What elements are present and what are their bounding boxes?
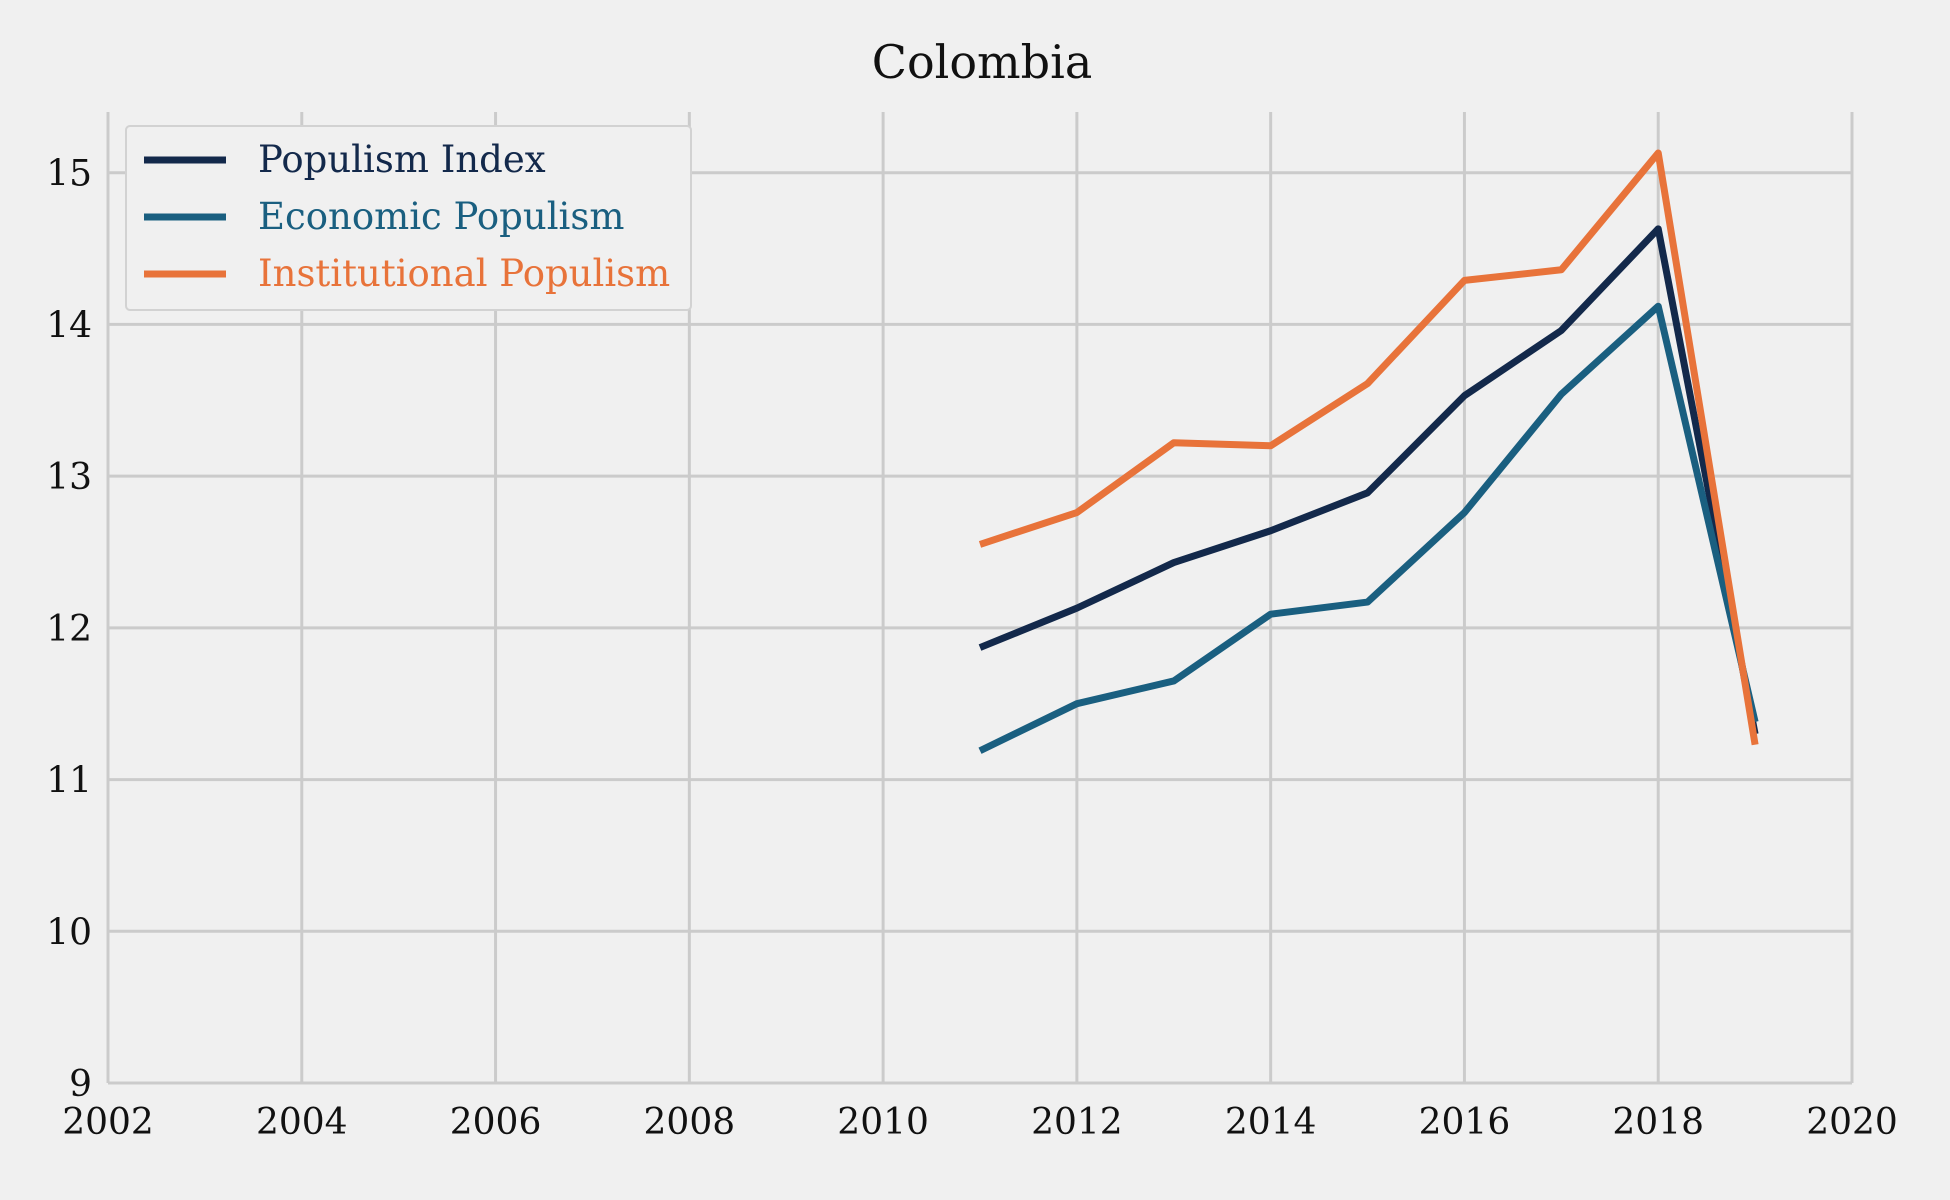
- x-tick-label: 2016: [1419, 1102, 1511, 1143]
- x-tick-label: 2020: [1806, 1102, 1898, 1143]
- x-tick-label: 2018: [1612, 1102, 1704, 1143]
- x-tick-label: 2014: [1225, 1102, 1317, 1143]
- chart-title: Colombia: [872, 35, 1093, 89]
- axis-tick-labels: 2002 2004 2006 2008 2010 2012 2014 2016 2018 2020…: [46, 154, 1898, 1143]
- y-tick-label: 15: [46, 154, 92, 195]
- legend-label: Populism Index: [258, 138, 546, 181]
- y-tick-label: 11: [46, 761, 92, 802]
- y-tick-label: 13: [46, 457, 92, 498]
- legend-label: Institutional Populism: [258, 252, 670, 295]
- x-tick-label: 2012: [1031, 1102, 1123, 1143]
- legend-label: Economic Populism: [258, 195, 624, 238]
- x-tick-label: 2006: [450, 1102, 542, 1143]
- x-tick-label: 2002: [62, 1102, 154, 1143]
- series-lines: [978, 149, 1759, 754]
- y-tick-label: 9: [69, 1064, 92, 1105]
- series-line-institutional-populism: [978, 149, 1759, 746]
- series-line-populism-index: [978, 225, 1759, 735]
- y-tick-label: 12: [46, 609, 92, 650]
- y-tick-label: 10: [46, 912, 92, 953]
- x-tick-label: 2010: [837, 1102, 929, 1143]
- grid: [106, 112, 1854, 1085]
- series-line-economic-populism: [978, 302, 1759, 754]
- x-tick-label: 2004: [256, 1102, 348, 1143]
- x-tick-label: 2008: [644, 1102, 736, 1143]
- legend-box: [125, 125, 692, 311]
- legend: Populism Index Economic Populism Instituti…: [125, 125, 692, 311]
- y-tick-label: 14: [46, 305, 92, 346]
